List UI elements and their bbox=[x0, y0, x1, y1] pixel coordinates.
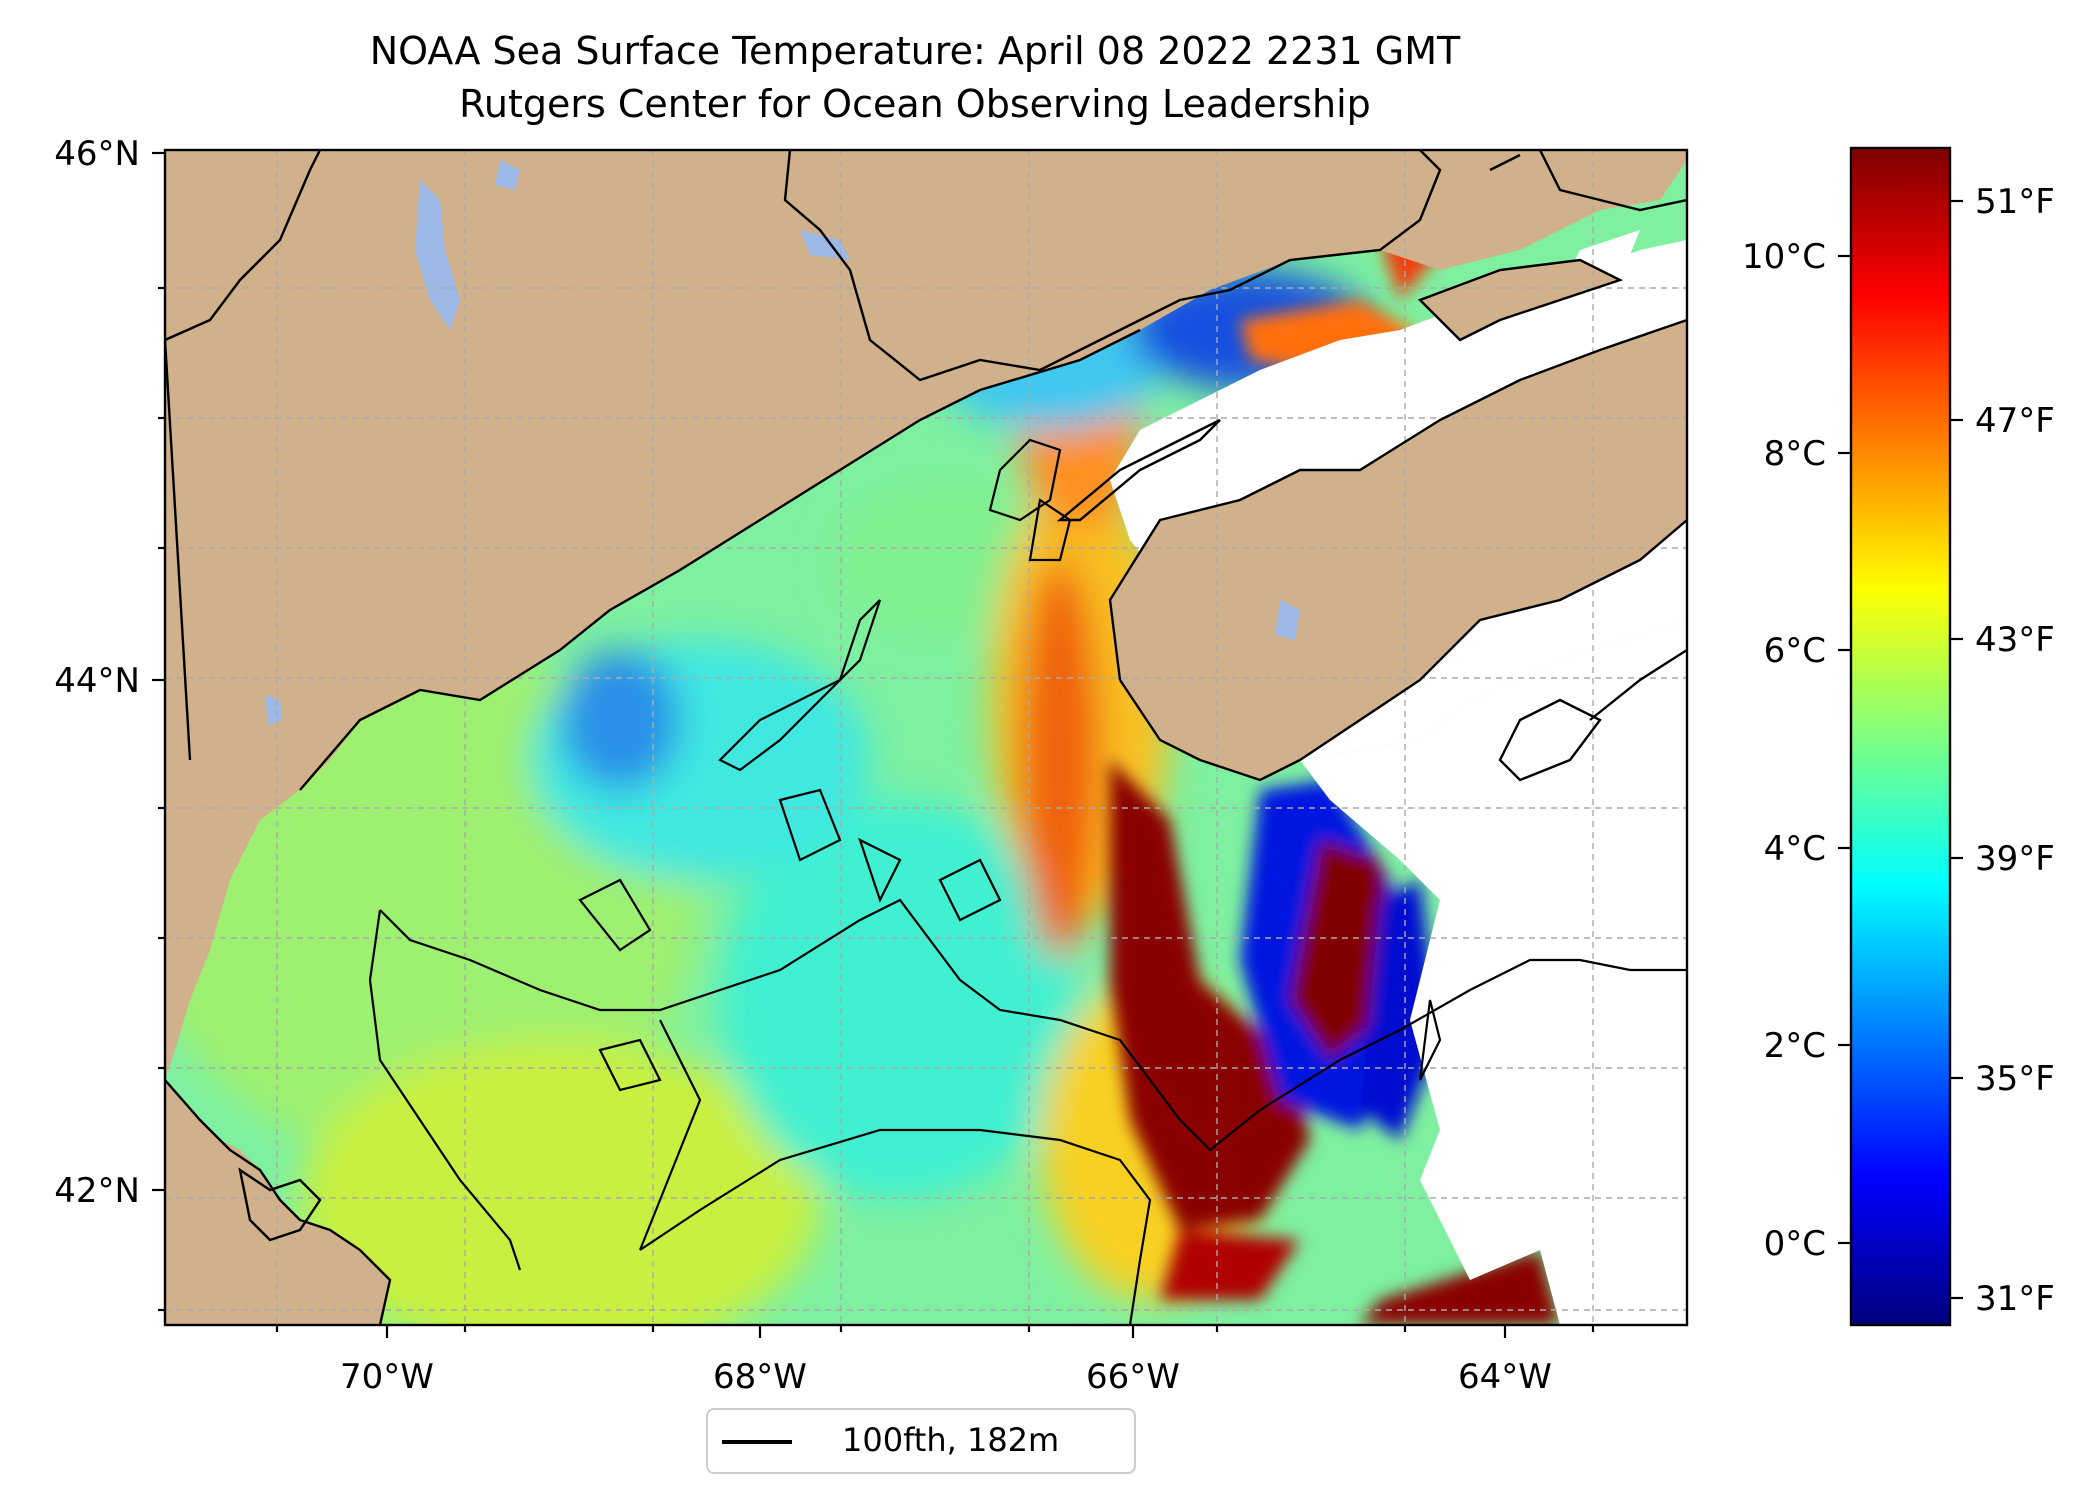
sst-field bbox=[165, 270, 1370, 1325]
colorbar-f-label: 43°F bbox=[1975, 620, 2055, 660]
map-title: NOAA Sea Surface Temperature: April 08 2… bbox=[369, 29, 1461, 73]
lon-label-64w: 64°W bbox=[1458, 1357, 1552, 1397]
graticule bbox=[165, 150, 1687, 1325]
map-frame bbox=[163, 148, 1689, 1327]
lat-label-44n: 44°N bbox=[54, 661, 140, 701]
colorbar-c-label: 10°C bbox=[1742, 237, 1826, 277]
lon-tick-marks bbox=[275, 1325, 1595, 1338]
colorbar-f-label: 39°F bbox=[1975, 839, 2055, 879]
map-subtitle: Rutgers Center for Ocean Observing Leade… bbox=[459, 82, 1371, 126]
colorbar-c-label: 2°C bbox=[1764, 1026, 1826, 1066]
colorbar-c-label: 6°C bbox=[1764, 631, 1826, 671]
colorbar-f-label: 35°F bbox=[1975, 1059, 2055, 1099]
coastline bbox=[165, 150, 1687, 1325]
lon-label-70w: 70°W bbox=[340, 1357, 434, 1397]
nova-scotia-land bbox=[1110, 320, 1687, 780]
legend: 100fth, 182m bbox=[706, 1408, 1136, 1474]
maine-nb-land bbox=[165, 150, 1687, 1080]
lon-label-66w: 66°W bbox=[1086, 1357, 1180, 1397]
colorbar-f-label: 51°F bbox=[1975, 182, 2055, 222]
colorbar-f-label: 31°F bbox=[1975, 1279, 2055, 1319]
colorbar-c-label: 4°C bbox=[1764, 829, 1826, 869]
colorbar-c-label: 0°C bbox=[1764, 1224, 1826, 1264]
map-area bbox=[165, 150, 1687, 1325]
isobath-100fth bbox=[368, 438, 1687, 1325]
colorbar-f-label: 47°F bbox=[1975, 401, 2055, 441]
colorbar bbox=[1849, 146, 1952, 1327]
colorbar-celsius-ticks bbox=[1838, 254, 1851, 1245]
colorbar-fahrenheit-ticks bbox=[1950, 199, 1963, 1300]
lon-label-68w: 68°W bbox=[713, 1357, 807, 1397]
lat-label-42n: 42°N bbox=[54, 1171, 140, 1211]
lat-label-46n: 46°N bbox=[54, 134, 140, 174]
legend-line-swatch bbox=[722, 1440, 792, 1444]
lat-tick-marks bbox=[152, 151, 165, 1312]
legend-label: 100fth, 182m bbox=[842, 1421, 1060, 1459]
colorbar-c-label: 8°C bbox=[1764, 434, 1826, 474]
pei-land bbox=[1420, 260, 1620, 340]
